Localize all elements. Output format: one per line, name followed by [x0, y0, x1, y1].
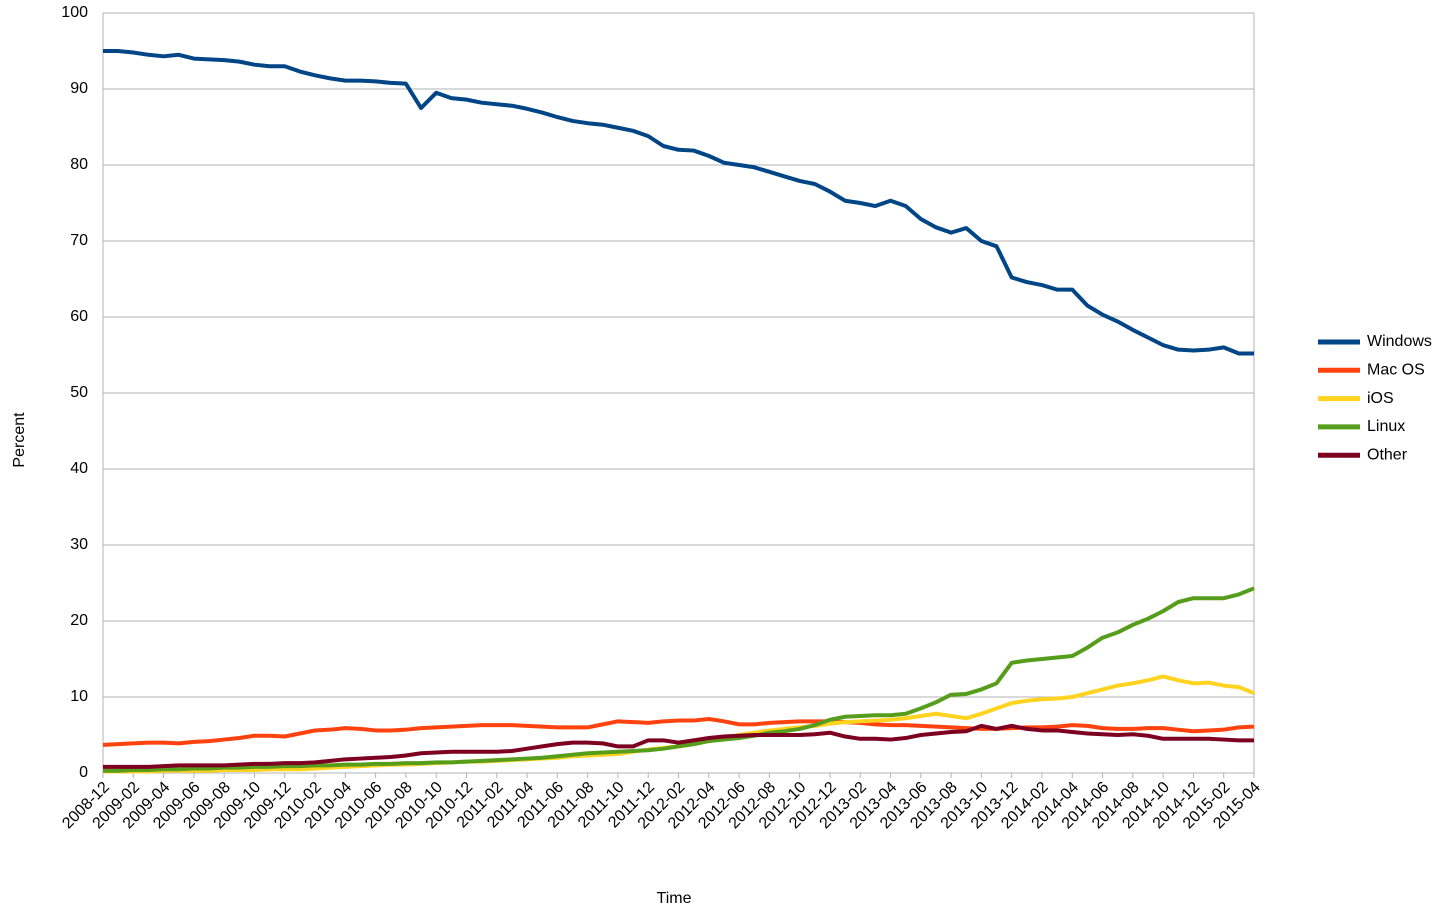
- y-tick-label: 30: [70, 536, 88, 553]
- y-axis-label: Percent: [11, 412, 28, 468]
- y-tick-label: 0: [79, 764, 88, 781]
- y-tick-label: 70: [70, 232, 88, 249]
- legend-label: Windows: [1367, 333, 1432, 350]
- y-tick-label: 40: [70, 460, 88, 477]
- series-line: [103, 586, 1255, 773]
- series-line: [103, 723, 1254, 769]
- y-tick-label: 80: [70, 156, 88, 173]
- y-tick-label: 50: [70, 384, 88, 401]
- legend-label: Linux: [1367, 418, 1405, 435]
- series-line: [102, 717, 1255, 747]
- legend-label: Other: [1367, 446, 1408, 463]
- y-tick-label: 100: [61, 4, 88, 21]
- legend-label: iOS: [1367, 390, 1394, 407]
- y-tick-label: 60: [70, 308, 88, 325]
- series-line: [103, 49, 1254, 356]
- y-tick-label: 90: [70, 80, 88, 97]
- x-axis-label: Time: [657, 890, 692, 907]
- y-tick-label: 20: [70, 612, 88, 629]
- legend-label: Mac OS: [1367, 362, 1425, 379]
- y-tick-label: 10: [70, 688, 88, 705]
